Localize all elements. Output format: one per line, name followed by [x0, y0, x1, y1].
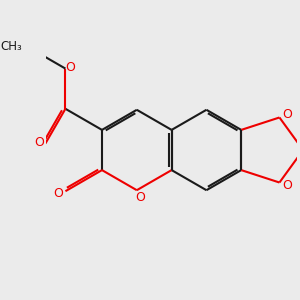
Text: CH₃: CH₃: [0, 40, 22, 53]
Text: O: O: [34, 136, 44, 149]
Text: O: O: [53, 187, 63, 200]
Text: O: O: [282, 178, 292, 191]
Text: O: O: [282, 109, 292, 122]
Text: O: O: [65, 61, 75, 74]
Text: O: O: [135, 191, 145, 204]
